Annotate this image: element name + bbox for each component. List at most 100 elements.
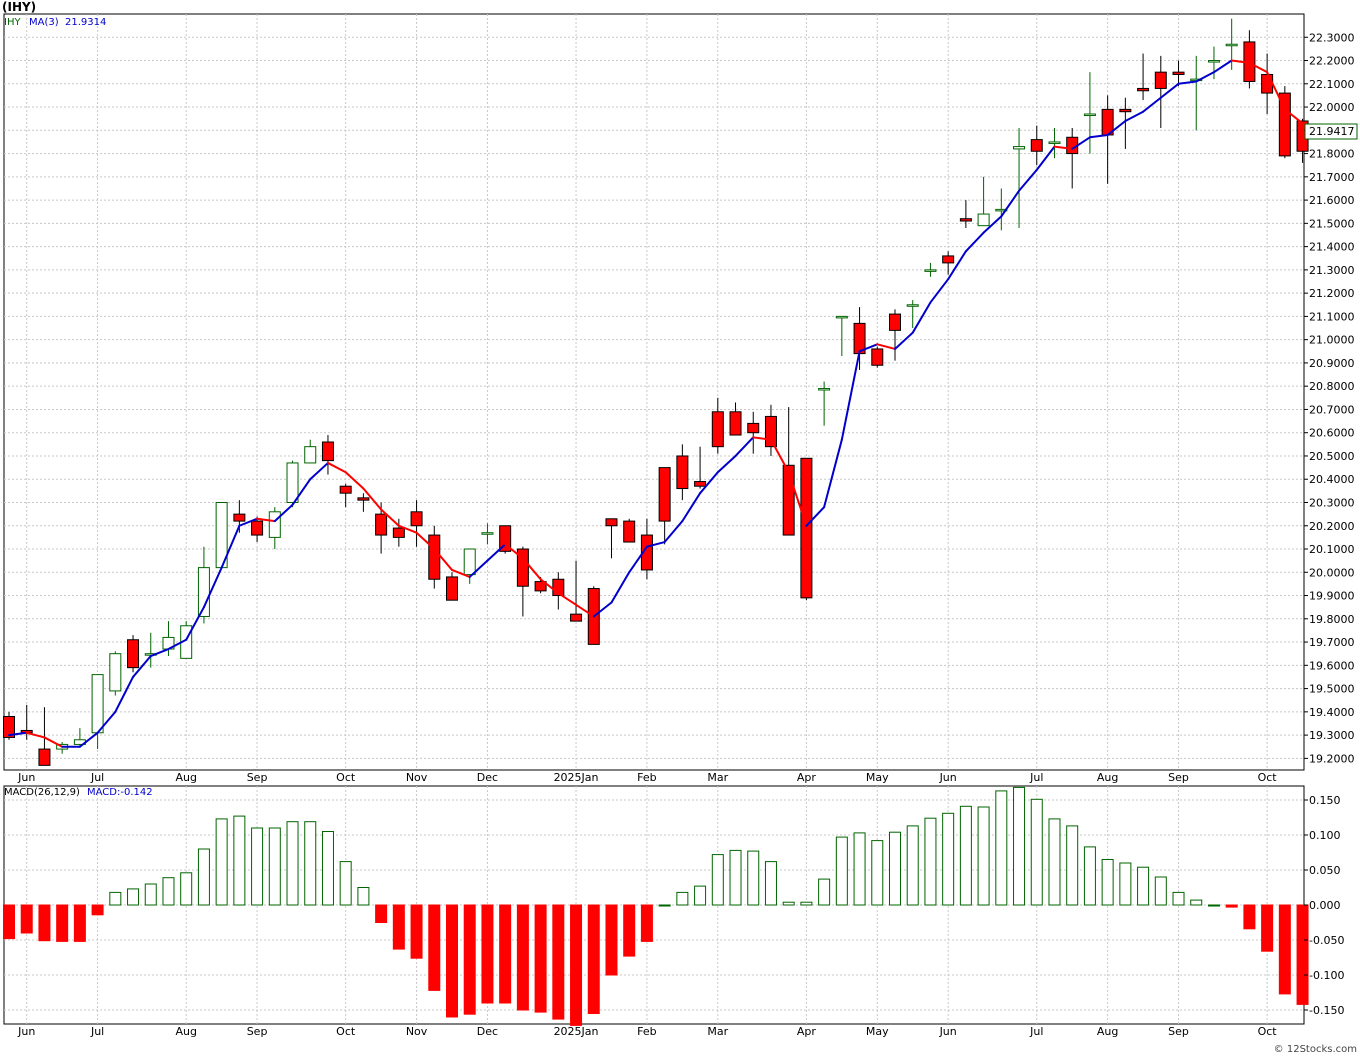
macd-bar: [127, 888, 140, 906]
candle-body: [818, 388, 831, 391]
x-month-label: Sep: [247, 1025, 268, 1038]
macd-bar: [73, 904, 86, 942]
macd-tick-label: 0.150: [1309, 794, 1341, 807]
candle: [1154, 55, 1167, 128]
ma3-segment: [1159, 82, 1180, 99]
price-tick-label: 19.4000: [1309, 706, 1355, 719]
candle: [109, 651, 122, 696]
price-tick-label: 21.5000: [1309, 217, 1355, 230]
ma3-segment: [1035, 145, 1056, 171]
macd-bar: [197, 848, 210, 906]
y-tick-labels: 19.2000 19.3000 19.4000 19.5000 19.6000 19.70…: [1304, 31, 1355, 1017]
ma3-segment: [1212, 59, 1233, 74]
candle: [977, 176, 990, 227]
x-month-label: Oct: [336, 771, 356, 784]
ma3-segment: [25, 731, 46, 739]
macd-bar: [463, 904, 476, 1015]
ma3-segment: [433, 548, 453, 571]
x-month-label: Jul: [1029, 1025, 1043, 1038]
ma3-segment: [238, 517, 259, 527]
price-tick-label: 19.7000: [1309, 636, 1355, 649]
candle: [304, 439, 317, 464]
macd-bar: [587, 904, 600, 1014]
price-tick-label: 19.6000: [1309, 659, 1355, 672]
macd-bar: [906, 825, 919, 906]
x-month-label: Feb: [637, 1025, 656, 1038]
ma3-segment: [114, 675, 135, 713]
macd-bar: [835, 836, 848, 906]
macd-tick-label: -0.150: [1309, 1004, 1344, 1017]
macd-bar: [215, 818, 228, 906]
macd-bar: [1119, 862, 1132, 906]
candle: [676, 444, 689, 501]
macd-bar: [853, 832, 866, 906]
candle-body: [676, 455, 689, 490]
ma3-segment: [43, 736, 64, 748]
candle-body: [977, 213, 990, 227]
x-month-label: Nov: [406, 1025, 428, 1038]
macd-bar: [995, 790, 1008, 906]
ma3-segment: [8, 731, 28, 737]
x-month-label: Dec: [477, 1025, 498, 1038]
macd-bar: [428, 904, 441, 991]
candle-body: [729, 411, 742, 436]
macd-bar: [552, 904, 565, 1020]
ma3-line: [8, 59, 1304, 748]
macd-bar: [375, 904, 388, 923]
macd-bar: [959, 805, 972, 906]
macd-bar: [3, 904, 15, 940]
ma3-segment: [486, 543, 507, 562]
ma3-segment: [149, 648, 170, 658]
candle-body: [375, 513, 388, 536]
ma3-segment: [734, 436, 755, 457]
macd-bar: [1101, 859, 1114, 906]
price-tick-label: 19.9000: [1309, 590, 1355, 603]
x-month-label: Sep: [247, 771, 268, 784]
ma3-segment: [504, 543, 524, 560]
candle: [375, 502, 388, 554]
candle: [924, 262, 937, 277]
price-tick-label: 21.3000: [1309, 264, 1355, 277]
candle-body: [251, 520, 264, 536]
price-tick-label: 21.2000: [1309, 287, 1355, 300]
candle-body: [658, 467, 671, 522]
price-tick-label: 20.5000: [1309, 450, 1355, 463]
macd-bar: [410, 904, 423, 959]
price-tick-label: 21.4000: [1309, 241, 1355, 254]
ma3-segment: [1000, 189, 1021, 218]
candle-body: [1207, 60, 1220, 63]
candle-body: [924, 269, 937, 272]
macd-bar: [516, 904, 529, 1011]
candle-body: [357, 497, 370, 501]
ma3-segment: [202, 566, 223, 609]
candle: [570, 560, 583, 622]
candle-body: [1225, 43, 1238, 47]
ma3-segment: [982, 215, 1003, 234]
macd-bar: [233, 815, 246, 906]
macd-bar: [782, 901, 795, 906]
ma3-segment: [610, 571, 631, 604]
candle: [197, 546, 210, 624]
candle: [392, 518, 405, 547]
candle: [889, 309, 901, 361]
price-panel-frame: [3, 13, 1305, 771]
macd-bar: [1172, 891, 1185, 906]
macd-tick-label: -0.050: [1309, 934, 1344, 947]
candle: [552, 572, 565, 610]
candle: [711, 397, 724, 454]
macd-tick-label: 0.050: [1309, 864, 1341, 877]
ma3-segment: [220, 524, 241, 569]
x-month-label: Apr: [797, 1025, 817, 1038]
x-month-label: May: [866, 1025, 889, 1038]
x-month-label: Oct: [336, 1025, 356, 1038]
ma3-segment: [840, 350, 861, 441]
macd-bar: [570, 904, 583, 1026]
ma3-segment: [415, 531, 436, 551]
x-month-label: Jul: [90, 1025, 104, 1038]
macd-legend-value: MACD:-0.142: [87, 787, 153, 798]
candle-body: [499, 525, 512, 552]
ma3-segment: [645, 541, 666, 548]
price-tick-label: 22.2000: [1309, 55, 1355, 68]
candle: [835, 315, 848, 356]
price-tick-label: 20.3000: [1309, 496, 1355, 509]
